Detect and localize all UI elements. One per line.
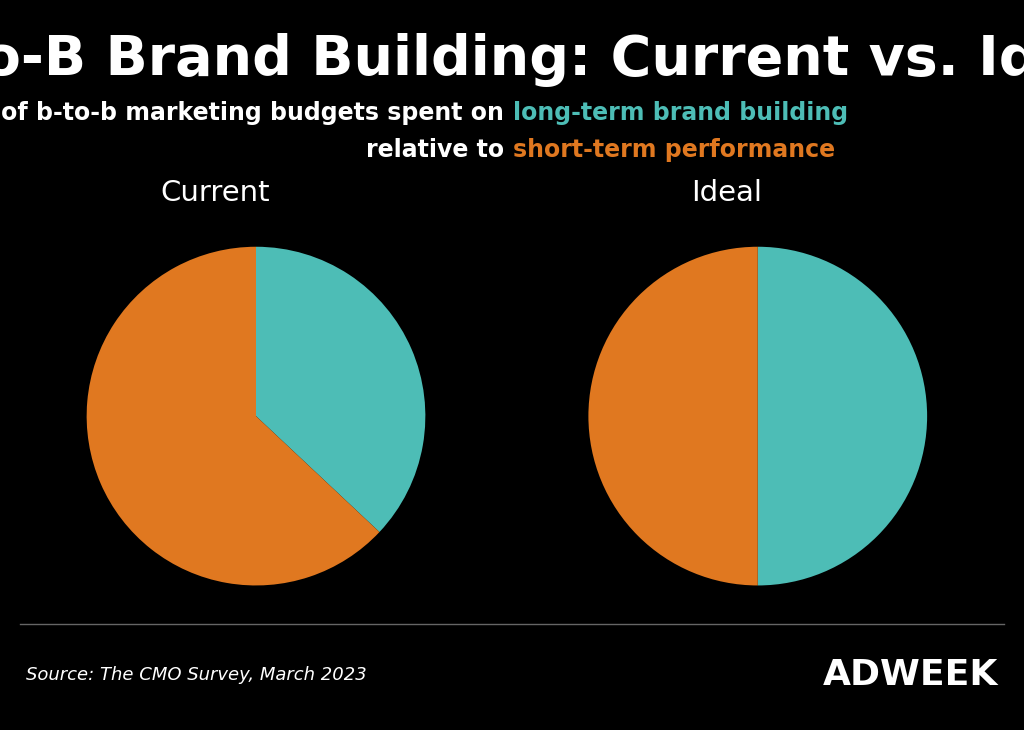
Wedge shape [758,247,927,585]
Text: Ideal: Ideal [691,180,763,207]
Text: short-term performance: short-term performance [513,138,836,161]
Text: Current: Current [160,180,270,207]
Text: Source: The CMO Survey, March 2023: Source: The CMO Survey, March 2023 [26,666,367,684]
Wedge shape [256,247,425,532]
Text: relative to: relative to [366,138,512,161]
Text: ADWEEK: ADWEEK [823,658,998,692]
Text: B-to-B Brand Building: Current vs. Ideal: B-to-B Brand Building: Current vs. Ideal [0,33,1024,87]
Wedge shape [589,247,758,585]
Text: Percentage of b-to-b marketing budgets spent on: Percentage of b-to-b marketing budgets s… [0,101,512,125]
Wedge shape [87,247,380,585]
Text: long-term brand building: long-term brand building [513,101,848,125]
